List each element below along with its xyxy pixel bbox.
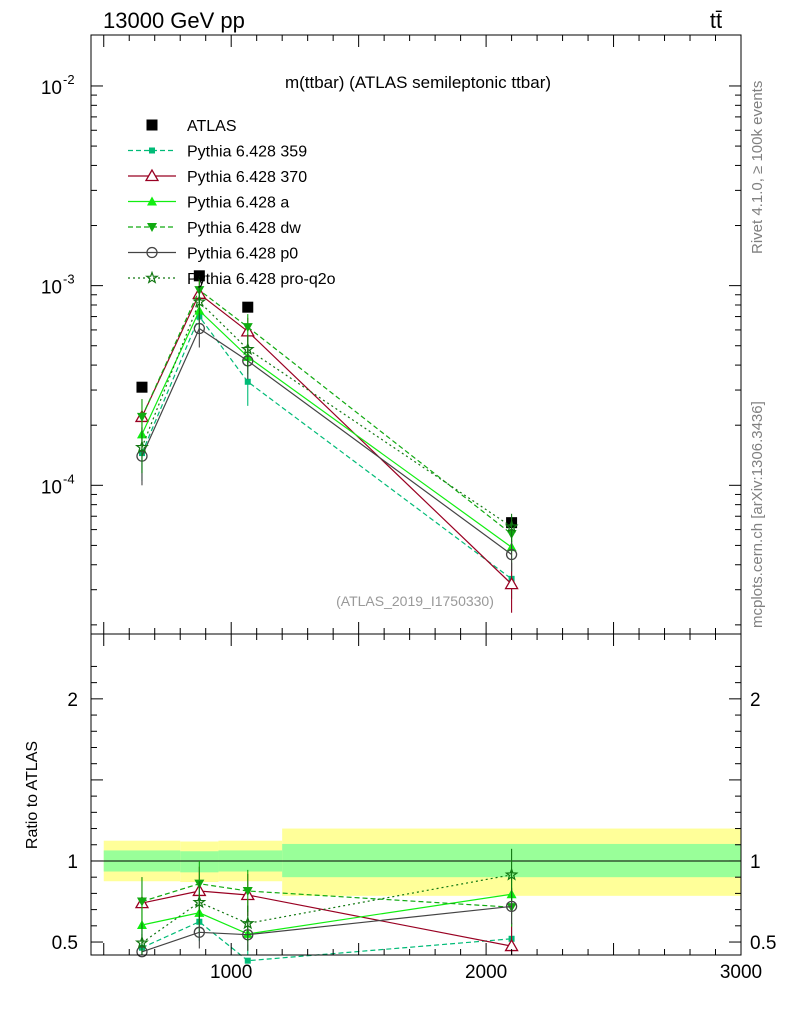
main-ytick-exp-0: -2 xyxy=(63,72,75,87)
main-line-1 xyxy=(141,315,512,580)
main-line-5 xyxy=(141,327,512,555)
side-text-bottom: mcplots.cern.ch [arXiv:1306.3436] xyxy=(749,401,766,628)
legend-label-3: Pythia 6.428 a xyxy=(187,195,289,212)
main-point-6-2 xyxy=(240,342,255,356)
main-point-0-0 xyxy=(136,381,148,393)
ratio-xtick-label-0: 1000 xyxy=(210,962,252,983)
main-point-2-3 xyxy=(504,576,519,590)
main-ytick-exp-2: -4 xyxy=(63,471,75,486)
main-point-0-1 xyxy=(193,270,205,282)
ratio-ytick-label-right-0: 0.5 xyxy=(750,933,776,954)
ratio-line-4 xyxy=(141,905,512,953)
legend-label-5: Pythia 6.428 p0 xyxy=(187,246,298,263)
ratio-line-2 xyxy=(141,893,512,935)
legend-label-2: Pythia 6.428 370 xyxy=(187,169,307,186)
ratio-ylabel: Ratio to ATLAS xyxy=(24,741,41,849)
legend-marker-6 xyxy=(145,270,159,284)
ratio-point-5-3 xyxy=(504,867,519,881)
legend-label-6: Pythia 6.428 pro-q2o xyxy=(187,271,336,288)
legend-marker-1 xyxy=(149,147,155,154)
legend-label-1: Pythia 6.428 359 xyxy=(187,144,307,161)
side-text-top: Rivet 4.1.0, ≥ 100k events xyxy=(749,81,766,254)
ratio-xtick-label-2: 3000 xyxy=(720,962,762,983)
main-ytick-exp-1: -3 xyxy=(63,272,75,287)
main-ytick-label-2: 10 xyxy=(41,477,62,498)
main-ytick-label-1: 10 xyxy=(41,278,62,299)
main-point-4-2 xyxy=(242,323,253,333)
main-point-5-1 xyxy=(193,322,205,335)
ratio-ytick-label-right-2: 2 xyxy=(750,690,761,711)
header-right: tt̄ xyxy=(710,8,722,33)
main-point-6-0 xyxy=(134,439,149,454)
header-left: 13000 GeV pp xyxy=(103,8,245,33)
legend-marker-5 xyxy=(146,246,158,259)
main-point-6-3 xyxy=(504,519,519,533)
main-plot: 10-210-310-4 xyxy=(41,34,742,635)
ratio-line-0 xyxy=(141,921,512,962)
watermark: (ATLAS_2019_I1750330) xyxy=(336,593,494,609)
legend-label-0: ATLAS xyxy=(187,118,237,135)
ratio-xtick-label-1: 2000 xyxy=(465,962,507,983)
ratio-ytick-label-0: 0.5 xyxy=(52,933,78,954)
ratio-plot: 1000 2000 3000 0.5 0.5 1 1 2 2 xyxy=(52,633,776,983)
main-point-1-2 xyxy=(244,378,251,385)
legend-marker-4 xyxy=(147,223,157,232)
legend-label-4: Pythia 6.428 dw xyxy=(187,220,301,237)
legend-marker-3 xyxy=(147,196,157,206)
ratio-point-3-2 xyxy=(242,886,253,896)
main-line-6 xyxy=(141,300,512,528)
main-ytick-label-0: 10 xyxy=(41,78,62,99)
main-point-0-2 xyxy=(242,301,254,313)
ratio-ytick-label-2: 2 xyxy=(67,690,78,711)
main-point-6-1 xyxy=(192,294,207,308)
ratio-frame xyxy=(90,633,742,956)
ratio-point-0-2 xyxy=(244,957,251,964)
main-line-4 xyxy=(141,289,512,535)
legend-marker-2 xyxy=(144,168,160,182)
ratio-ytick-label-right-1: 1 xyxy=(750,852,761,873)
legend-marker-0 xyxy=(146,119,158,131)
main-line-2 xyxy=(141,292,513,585)
ratio-point-5-0 xyxy=(134,935,149,949)
main-point-4-0 xyxy=(136,412,147,422)
ratio-point-5-1 xyxy=(192,895,207,909)
legend: ATLAS Pythia 6.428 359 Pythia 6.428 370 Pyt… xyxy=(128,118,336,288)
ratio-point-3-0 xyxy=(136,897,147,907)
ratio-ytick-label-1: 1 xyxy=(67,852,78,873)
ratio-point-4-1 xyxy=(193,926,205,938)
ratio-line-1 xyxy=(141,890,512,947)
main-line-3 xyxy=(141,309,512,548)
ratio-line-5 xyxy=(141,874,512,944)
chart-title: m(ttbar) (ATLAS semileptonic ttbar) xyxy=(285,73,551,92)
ratio-point-5-2 xyxy=(240,916,255,930)
main-point-5-3 xyxy=(505,548,518,561)
ratio-line-3 xyxy=(141,883,512,908)
ratio-point-4-3 xyxy=(505,900,518,913)
